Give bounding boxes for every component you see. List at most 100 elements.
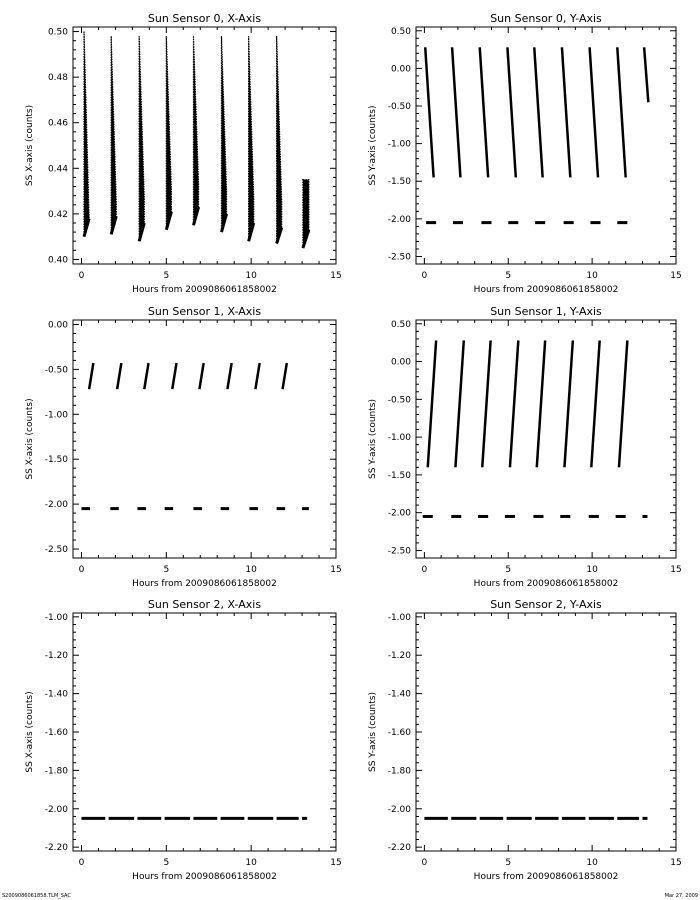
y-tick-label: -1.60 — [45, 728, 69, 738]
x-tick-label: 15 — [330, 858, 341, 868]
data-segment — [220, 36, 228, 233]
x-tick-label: 0 — [422, 565, 428, 575]
y-tick-label: 0.00 — [391, 358, 411, 368]
data-segment — [192, 36, 200, 226]
chart-title: Sun Sensor 0, Y-Axis — [490, 12, 602, 25]
y-axis-label: SS Y-axis (counts) — [368, 692, 378, 772]
chart-title: Sun Sensor 2, Y-Axis — [490, 598, 602, 611]
x-axis-label: Hours from 2009086061858002 — [132, 579, 277, 589]
y-tick-label: 0.40 — [48, 255, 68, 265]
data-line — [478, 47, 490, 178]
x-tick-label: 10 — [245, 858, 257, 868]
chart-panel-5: Sun Sensor 2, X-Axis Hours from 200908606… — [25, 598, 342, 882]
chart-panel-2: Sun Sensor 0, Y-Axis Hours from 200908606… — [368, 12, 682, 295]
y-tick-label: -1.00 — [388, 140, 412, 150]
data-line — [481, 340, 492, 468]
x-tick-label: 15 — [670, 271, 681, 281]
data-line — [426, 340, 438, 468]
data-segment-base — [247, 222, 256, 242]
data-line — [563, 340, 575, 468]
x-tick-label: 0 — [79, 271, 85, 281]
data-line — [533, 47, 544, 178]
y-tick-label: -1.00 — [388, 433, 412, 443]
y-axis-label: SS X-axis (counts) — [25, 398, 35, 479]
data-segment-base — [301, 229, 311, 249]
y-tick-label: 0.50 — [48, 28, 68, 38]
chart-panel-6: Sun Sensor 2, Y-Axis Hours from 200908606… — [368, 598, 682, 882]
y-tick-label: -1.20 — [45, 651, 69, 661]
plot-frame — [72, 26, 337, 265]
x-tick-label: 5 — [163, 858, 169, 868]
data-line — [560, 47, 572, 178]
x-tick-label: 5 — [163, 565, 169, 575]
data-line — [423, 47, 435, 178]
y-tick-label: -0.50 — [45, 365, 69, 375]
x-axis-label: Hours from 2009086061858002 — [474, 872, 619, 882]
data-segment — [276, 36, 283, 244]
data-line — [642, 47, 650, 103]
y-tick-label: -1.50 — [388, 177, 412, 187]
y-tick-label: -1.60 — [388, 728, 412, 738]
y-tick-label: -1.00 — [45, 613, 69, 623]
y-tick-label: -1.20 — [388, 651, 412, 661]
y-tick-label: -2.00 — [388, 509, 412, 519]
x-tick-label: 15 — [670, 858, 681, 868]
x-axis-label: Hours from 2009086061858002 — [474, 285, 619, 295]
x-tick-label: 5 — [505, 271, 511, 281]
data-line — [506, 47, 518, 178]
plot-frame — [72, 612, 337, 852]
x-axis-label: Hours from 2009086061858002 — [132, 872, 277, 882]
y-tick-label: -0.50 — [388, 102, 412, 112]
x-tick-label: 15 — [670, 565, 681, 575]
chart-panel-3: Sun Sensor 1, X-Axis Hours from 200908606… — [25, 305, 342, 589]
data-segment — [83, 31, 90, 237]
y-tick-label: 0.44 — [48, 164, 68, 174]
chart-title: Sun Sensor 1, X-Axis — [148, 305, 261, 318]
data-line — [254, 362, 261, 390]
footer-filename: S2009086061858.TLM_SAC — [2, 893, 71, 899]
data-line — [281, 362, 289, 390]
x-tick-label: 10 — [586, 858, 598, 868]
plot-frame — [72, 319, 337, 559]
data-line — [535, 340, 547, 468]
plot-frame — [415, 612, 677, 852]
x-axis-label: Hours from 2009086061858002 — [132, 285, 277, 295]
x-tick-label: 10 — [245, 565, 257, 575]
data-line — [508, 340, 520, 468]
plot-frame — [415, 319, 677, 559]
x-tick-label: 15 — [330, 271, 341, 281]
data-segment — [165, 36, 173, 230]
y-tick-label: -2.20 — [45, 843, 69, 853]
chart-panel-1: Sun Sensor 0, X-Axis Hours from 200908606… — [25, 12, 342, 295]
y-tick-label: -2.00 — [388, 215, 412, 225]
x-tick-label: 10 — [586, 565, 598, 575]
y-tick-label: -1.50 — [388, 471, 412, 481]
y-axis-label: SS Y-axis (counts) — [368, 399, 378, 479]
data-segment-base — [275, 227, 284, 244]
y-tick-label: -2.00 — [45, 500, 69, 510]
x-tick-label: 10 — [245, 271, 257, 281]
data-segment-base — [164, 211, 173, 231]
x-tick-label: 5 — [505, 565, 511, 575]
x-tick-label: 0 — [422, 858, 428, 868]
y-tick-label: 0.00 — [48, 320, 68, 330]
data-segment-base — [220, 213, 229, 233]
y-axis-label: SS X-axis (counts) — [25, 691, 35, 772]
data-segment — [110, 36, 117, 235]
y-tick-label: 0.00 — [391, 64, 411, 74]
x-tick-label: 15 — [330, 565, 341, 575]
data-line — [115, 362, 123, 390]
y-tick-label: 0.50 — [391, 27, 411, 37]
y-tick-label: -2.20 — [388, 843, 412, 853]
x-axis-label: Hours from 2009086061858002 — [474, 579, 619, 589]
y-tick-label: -2.00 — [388, 805, 412, 815]
y-axis-label: SS X-axis (counts) — [25, 105, 35, 186]
data-line — [450, 47, 462, 178]
data-line — [87, 362, 95, 390]
x-tick-label: 0 — [422, 271, 428, 281]
data-line — [226, 362, 233, 390]
x-tick-label: 0 — [79, 858, 85, 868]
x-tick-label: 10 — [586, 271, 598, 281]
y-tick-label: -1.50 — [45, 455, 69, 465]
y-tick-label: -1.00 — [45, 410, 69, 420]
